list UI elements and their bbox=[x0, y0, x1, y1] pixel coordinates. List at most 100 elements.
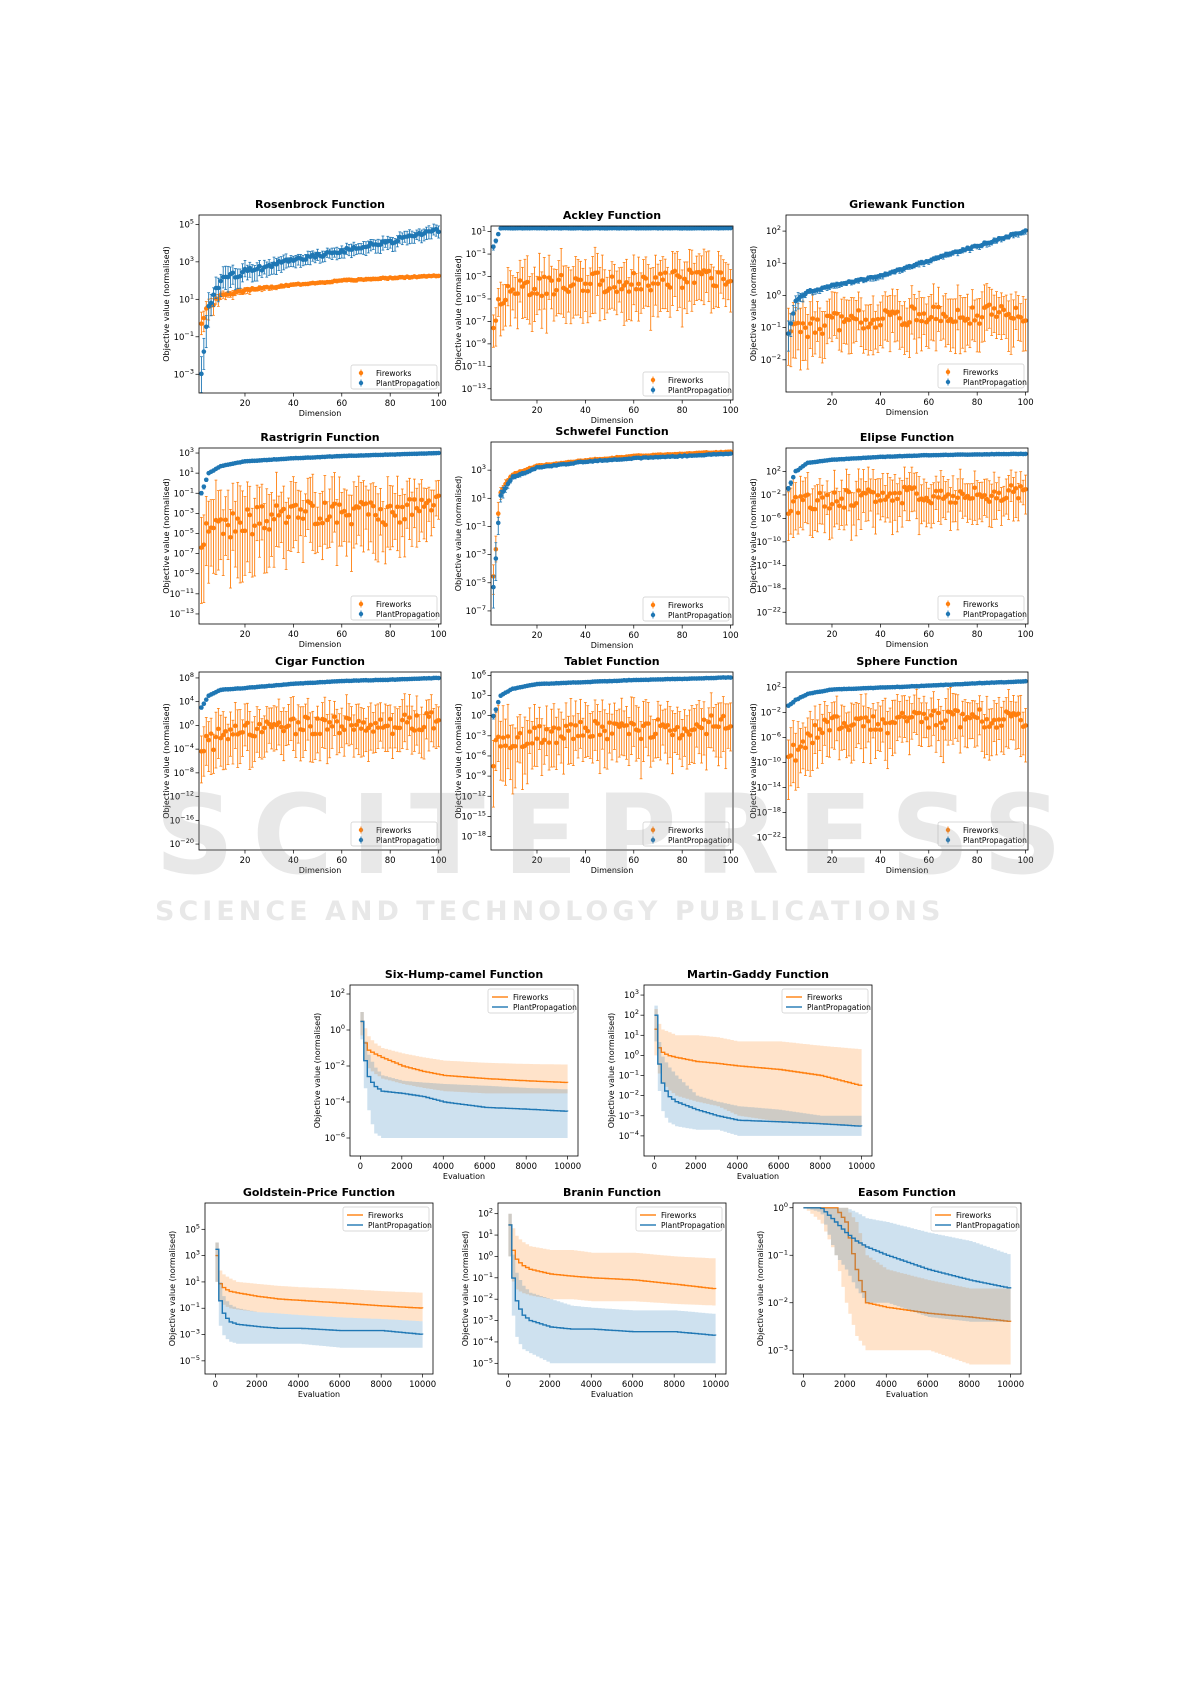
data-point bbox=[658, 271, 663, 277]
data-point bbox=[629, 282, 634, 287]
series-plantpropagation bbox=[786, 228, 1028, 352]
data-point bbox=[805, 334, 811, 340]
data-point bbox=[607, 286, 612, 291]
data-point bbox=[510, 287, 516, 292]
y-tick-label: 101 bbox=[179, 292, 194, 305]
data-point bbox=[404, 502, 410, 508]
legend-box bbox=[937, 363, 1025, 389]
data-point bbox=[493, 318, 499, 323]
legend-label: PlantPropagation bbox=[668, 386, 732, 395]
y-tick-label: 10−1 bbox=[466, 247, 486, 260]
x-tick-label: 60 bbox=[336, 630, 347, 640]
data-point bbox=[943, 314, 949, 319]
chart-panel-1: 20 40 60 80 100 10−3 10−1 101 103 105 Rosenbrock F… bbox=[162, 198, 447, 418]
data-point bbox=[387, 503, 393, 509]
data-point bbox=[228, 534, 233, 540]
y-axis-label: Objective value (normalised) bbox=[162, 478, 171, 594]
data-point bbox=[395, 238, 400, 244]
data-point bbox=[948, 500, 953, 505]
legend-marker bbox=[358, 611, 364, 617]
data-point bbox=[303, 257, 308, 262]
data-point bbox=[1018, 484, 1024, 489]
data-point bbox=[283, 520, 289, 526]
data-point bbox=[570, 282, 576, 287]
x-tick-label: 60 bbox=[628, 631, 639, 641]
data-point bbox=[240, 269, 245, 275]
data-point bbox=[266, 527, 272, 532]
data-point bbox=[803, 325, 808, 331]
data-point bbox=[982, 492, 987, 498]
data-point bbox=[829, 501, 835, 507]
chart-title: Ackley Function bbox=[563, 209, 661, 222]
data-point bbox=[713, 283, 719, 289]
data-point bbox=[245, 507, 250, 512]
data-point bbox=[337, 502, 342, 507]
data-point bbox=[303, 509, 308, 514]
data-point bbox=[667, 285, 673, 290]
data-point bbox=[395, 504, 400, 510]
data-point bbox=[846, 489, 852, 495]
data-point bbox=[790, 499, 796, 504]
data-point bbox=[206, 529, 211, 534]
data-point bbox=[829, 315, 835, 320]
data-point bbox=[636, 281, 641, 287]
data-point bbox=[495, 231, 501, 237]
data-point bbox=[495, 511, 501, 516]
data-point bbox=[977, 321, 982, 326]
y-tick-label: 10−1 bbox=[466, 519, 486, 532]
series-plantpropagation bbox=[199, 223, 441, 393]
data-point bbox=[235, 516, 241, 521]
y-tick-label: 10−1 bbox=[761, 321, 781, 334]
data-point bbox=[327, 514, 332, 519]
legend-marker bbox=[945, 611, 951, 617]
data-point bbox=[921, 311, 927, 316]
data-point bbox=[578, 277, 583, 283]
y-tick-label: 105 bbox=[179, 217, 194, 230]
data-point bbox=[402, 516, 408, 522]
data-point bbox=[795, 510, 801, 516]
data-point bbox=[310, 503, 316, 509]
data-point bbox=[691, 280, 697, 286]
data-point bbox=[436, 273, 441, 279]
data-point bbox=[911, 306, 917, 311]
data-point bbox=[897, 490, 903, 496]
data-point bbox=[1008, 483, 1014, 488]
data-point bbox=[650, 281, 656, 286]
data-point bbox=[500, 301, 506, 306]
data-point bbox=[409, 512, 415, 518]
data-point bbox=[247, 512, 253, 518]
data-point bbox=[882, 497, 888, 503]
legend-label: Fireworks bbox=[668, 376, 704, 385]
data-point bbox=[708, 275, 714, 281]
legend-marker bbox=[358, 380, 364, 386]
data-point bbox=[295, 515, 301, 520]
data-point bbox=[991, 306, 997, 311]
legend-label: Fireworks bbox=[963, 368, 999, 377]
data-point bbox=[878, 498, 883, 503]
data-point bbox=[505, 283, 511, 289]
data-point bbox=[206, 303, 211, 309]
legend-marker bbox=[650, 612, 656, 618]
data-point bbox=[1016, 495, 1021, 501]
x-tick-label: 40 bbox=[875, 398, 886, 408]
data-point bbox=[242, 528, 248, 534]
data-point bbox=[274, 503, 279, 508]
y-tick-label: 10−11 bbox=[169, 587, 194, 600]
y-tick-label: 10−14 bbox=[756, 558, 781, 571]
plot-area bbox=[491, 449, 733, 609]
data-point bbox=[269, 264, 274, 270]
data-point bbox=[341, 508, 347, 514]
x-tick-label: 40 bbox=[288, 399, 299, 409]
data-point bbox=[1023, 228, 1028, 233]
x-tick-label: 80 bbox=[972, 630, 983, 640]
data-point bbox=[525, 279, 530, 285]
data-point bbox=[199, 490, 204, 496]
data-point bbox=[834, 311, 840, 316]
data-point bbox=[834, 499, 840, 504]
data-point bbox=[887, 491, 893, 496]
data-point bbox=[300, 516, 306, 522]
data-point bbox=[643, 276, 649, 281]
data-point bbox=[790, 474, 796, 480]
